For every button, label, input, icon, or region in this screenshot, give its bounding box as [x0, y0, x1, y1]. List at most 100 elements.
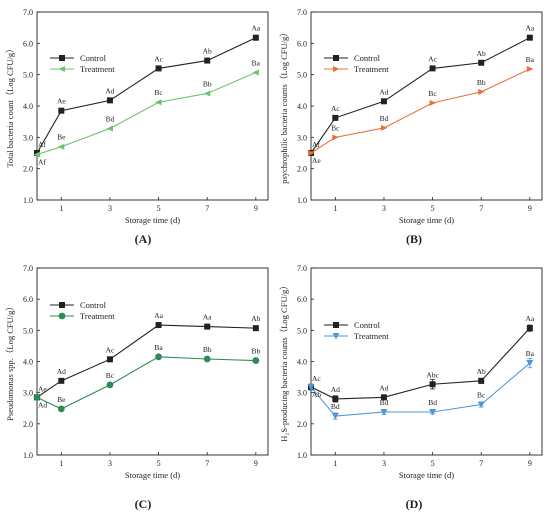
significance-label: Ab	[312, 390, 321, 399]
legend-label: Control	[80, 53, 107, 63]
y-tick-label: 7.0	[297, 264, 307, 273]
significance-label: Bb	[477, 78, 486, 87]
data-point	[429, 65, 436, 72]
x-tick-label: 1	[333, 459, 337, 468]
y-tick-label: 2.0	[297, 420, 307, 429]
data-point	[478, 59, 485, 66]
significance-label: Ba	[154, 343, 163, 352]
legend-marker	[58, 312, 66, 320]
data-point	[380, 98, 387, 105]
x-tick-label: 3	[382, 204, 386, 213]
data-point	[332, 395, 339, 402]
x-tick-label: 9	[528, 459, 532, 468]
panel-label: (C)	[135, 497, 152, 511]
y-tick-label: 4.0	[23, 358, 33, 367]
x-tick-label: 7	[205, 204, 209, 213]
y-tick-label: 3.0	[297, 133, 307, 142]
significance-label: Bd	[380, 398, 389, 407]
x-tick-label: 5	[157, 204, 161, 213]
y-tick-label: 5.0	[23, 71, 33, 80]
significance-label: Aa	[525, 24, 534, 33]
chart-panel-d: 1.0 2.0 3.0 4.0 5.0 6.0 7.0 1 3 5 7 9 Storage time (…	[279, 264, 543, 511]
data-point	[58, 377, 65, 384]
series-line	[36, 71, 257, 156]
significance-label: Be	[57, 395, 66, 404]
chart-panel-b: 1.0 2.0 3.0 4.0 5.0 6.0 7.0 1 3 5 7 9 Storage time (…	[279, 8, 543, 246]
x-tick-label: 3	[382, 459, 386, 468]
y-tick-label: 7.0	[23, 8, 33, 17]
data-point	[203, 355, 211, 363]
x-tick-label: 5	[157, 459, 161, 468]
series-treatment: Af Be Bd Bc Bb Ba	[33, 58, 261, 167]
x-tick-label: 5	[431, 204, 435, 213]
series-line	[36, 37, 257, 154]
x-tick-label: 9	[528, 204, 532, 213]
legend-label: Control	[354, 53, 381, 63]
y-tick-label: 2.0	[297, 165, 307, 174]
data-point	[106, 381, 114, 389]
legend-label: Control	[354, 320, 381, 330]
data-point	[204, 57, 211, 64]
data-point	[204, 323, 211, 330]
legend-marker	[332, 333, 340, 340]
data-point	[252, 357, 260, 364]
significance-label: Bc	[331, 123, 340, 132]
data-point	[429, 381, 436, 388]
x-tick-label: 7	[479, 204, 483, 213]
data-point	[203, 90, 211, 97]
series-line	[310, 37, 531, 154]
data-point	[478, 88, 485, 95]
x-tick-label: 7	[479, 459, 483, 468]
series-treatment: Ab Bd Bd Bd Bc Ba	[307, 349, 535, 420]
significance-label: Ad	[105, 86, 114, 95]
x-axis-label: Storage time (d)	[125, 215, 180, 225]
significance-label: Ae	[38, 384, 47, 393]
legend-marker	[59, 55, 65, 61]
data-point	[106, 356, 113, 363]
x-tick-label: 1	[333, 204, 337, 213]
significance-label: Ac	[331, 104, 340, 113]
significance-label: Bd	[331, 402, 340, 411]
significance-label: Ac	[312, 374, 321, 383]
y-tick-label: 4.0	[23, 102, 33, 111]
significance-label: Ba	[526, 349, 535, 358]
data-point	[478, 377, 485, 384]
data-point	[526, 325, 533, 332]
significance-label: Ba	[252, 58, 261, 67]
legend-label: Treatment	[80, 64, 115, 74]
significance-label: Af	[38, 158, 46, 167]
significance-label: Abc	[426, 370, 439, 379]
significance-label: Af	[38, 140, 46, 149]
y-tick-label: 1.0	[297, 196, 307, 205]
significance-label: Bd	[106, 115, 115, 124]
series-control: Af Ac Ad Ac Ab Aa	[308, 24, 535, 156]
legend-label: Treatment	[354, 331, 389, 341]
series-line	[36, 324, 256, 398]
y-axis-label: H₂S-producing bacteria counts（Log CFU/g）	[279, 281, 289, 441]
data-point	[308, 150, 315, 156]
significance-label: Bc	[154, 88, 163, 97]
data-point	[526, 66, 534, 73]
x-tick-label: 1	[59, 204, 63, 213]
series-line	[310, 327, 531, 400]
significance-label: Bb	[251, 347, 260, 356]
series-line	[310, 68, 531, 154]
x-tick-label: 1	[59, 459, 63, 468]
chart-panel-a: 1.0 2.0 3.0 4.0 5.0 6.0 7.0 1 3 5 7 9 Storage time (…	[5, 8, 269, 246]
legend-marker	[333, 55, 339, 61]
significance-label: Ad	[379, 87, 388, 96]
data-point	[155, 99, 162, 106]
y-tick-label: 6.0	[297, 295, 307, 304]
x-tick-label: 3	[108, 204, 112, 213]
legend-marker	[333, 322, 339, 328]
y-tick-label: 6.0	[23, 295, 33, 304]
data-point	[429, 408, 437, 416]
series-line	[310, 362, 531, 417]
data-point	[307, 384, 315, 391]
legend-marker	[59, 302, 65, 308]
y-tick-label: 2.0	[23, 420, 33, 429]
legend-label: Treatment	[354, 64, 389, 74]
